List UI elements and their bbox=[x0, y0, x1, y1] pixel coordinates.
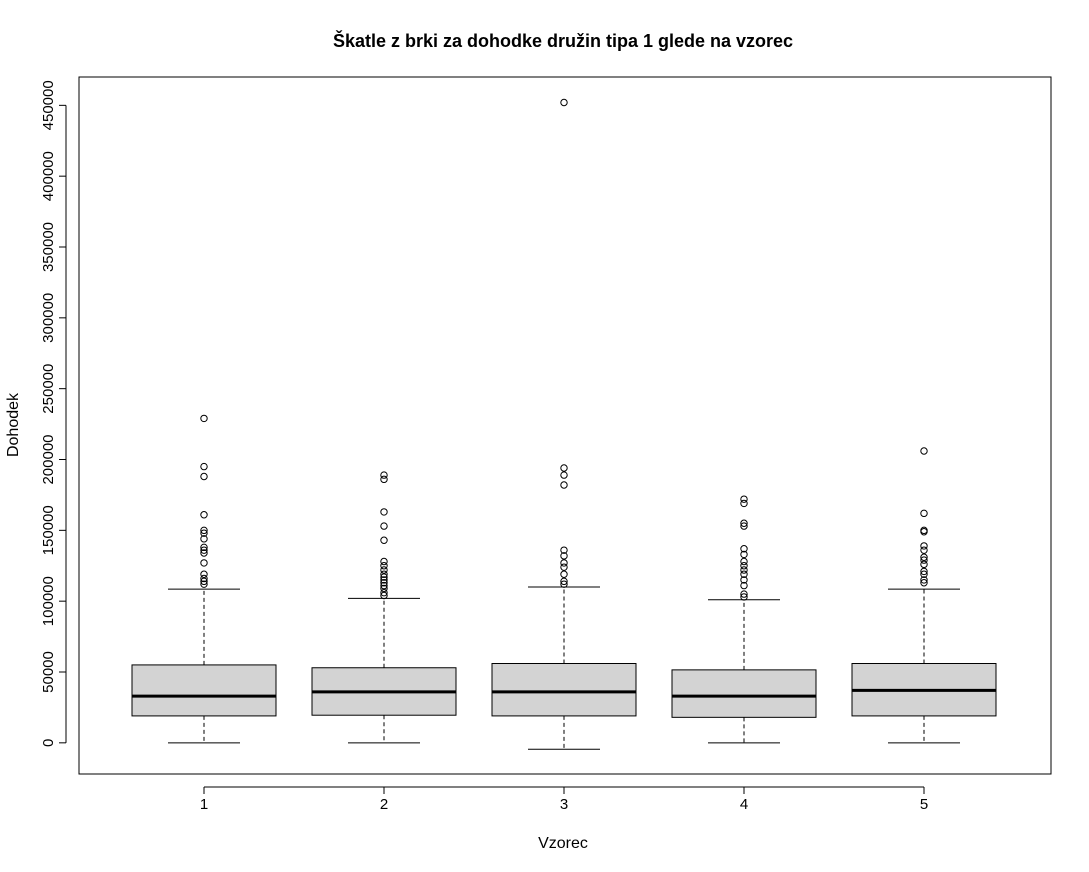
box-group-4 bbox=[671, 495, 817, 744]
outlier-point bbox=[920, 447, 928, 455]
outlier-point bbox=[740, 562, 748, 570]
outlier-point bbox=[380, 588, 388, 597]
x-tick-label: 4 bbox=[740, 796, 748, 813]
outlier-point bbox=[380, 471, 388, 479]
outlier-point bbox=[920, 528, 928, 536]
outlier-point bbox=[740, 570, 748, 578]
outlier-point bbox=[560, 546, 568, 554]
outlier-point bbox=[200, 549, 208, 557]
outlier-point bbox=[380, 475, 388, 484]
outlier-point bbox=[740, 519, 748, 527]
outlier-point bbox=[740, 550, 748, 559]
y-tick-label: 350000 bbox=[40, 222, 57, 272]
box-group-5 bbox=[851, 447, 997, 744]
outlier-point bbox=[560, 552, 568, 560]
x-tick-label: 2 bbox=[380, 796, 388, 813]
outlier-point bbox=[200, 546, 208, 554]
outlier-point bbox=[380, 522, 388, 530]
outlier-point bbox=[380, 566, 388, 574]
outlier-point bbox=[380, 584, 388, 593]
x-tick-label: 3 bbox=[560, 796, 568, 813]
outlier-point bbox=[560, 580, 568, 588]
x-axis-label: Vzorec bbox=[538, 835, 588, 852]
outlier-point bbox=[740, 522, 748, 530]
outlier-point bbox=[200, 526, 208, 535]
boxes-group bbox=[131, 98, 997, 750]
y-tick-label: 450000 bbox=[40, 80, 57, 130]
y-tick-label: 100000 bbox=[40, 576, 57, 626]
outlier-point bbox=[740, 576, 748, 584]
outlier-point bbox=[380, 579, 388, 587]
outlier-point bbox=[560, 577, 568, 586]
outlier-point bbox=[740, 557, 748, 566]
outlier-point bbox=[560, 570, 568, 578]
outlier-point bbox=[920, 570, 928, 578]
outlier-point bbox=[920, 560, 928, 569]
outlier-point bbox=[740, 593, 748, 601]
y-tick-label: 150000 bbox=[40, 505, 57, 555]
outlier-point bbox=[560, 481, 568, 489]
outlier-point bbox=[740, 495, 748, 503]
outlier-point bbox=[200, 511, 208, 519]
outlier-point bbox=[560, 559, 568, 567]
iqr-box bbox=[491, 663, 637, 717]
outlier-point bbox=[200, 559, 208, 567]
outlier-point bbox=[920, 542, 928, 550]
outlier-point bbox=[380, 570, 388, 578]
outlier-point bbox=[380, 581, 388, 590]
box-group-3 bbox=[491, 98, 637, 750]
outlier-point bbox=[380, 536, 388, 544]
y-tick-label: 50000 bbox=[40, 651, 57, 693]
outlier-point bbox=[200, 535, 208, 543]
box-group-2 bbox=[311, 471, 457, 744]
outlier-point bbox=[920, 546, 928, 554]
outlier-point bbox=[740, 566, 748, 574]
outlier-point bbox=[380, 562, 388, 570]
outlier-point bbox=[200, 529, 208, 537]
outlier-point bbox=[740, 590, 748, 598]
outlier-point bbox=[920, 553, 928, 561]
y-tick-label: 400000 bbox=[40, 151, 57, 201]
x-tick-label: 5 bbox=[920, 796, 928, 813]
box-group-1 bbox=[131, 414, 277, 744]
y-tick-label: 0 bbox=[40, 739, 57, 747]
outlier-point bbox=[200, 543, 208, 552]
outlier-point bbox=[740, 545, 748, 553]
y-axis: 0 50000 100000 150000 200000 250000 300000 3500… bbox=[40, 80, 67, 747]
outlier-point bbox=[560, 464, 568, 472]
x-tick-label: 1 bbox=[200, 796, 208, 813]
outlier-point bbox=[200, 472, 208, 481]
outlier-point bbox=[200, 462, 208, 471]
outlier-point bbox=[920, 556, 928, 564]
chart-title: Škatle z brki za dohodke družin tipa 1 g… bbox=[333, 30, 793, 51]
outlier-point bbox=[560, 563, 568, 571]
outlier-point bbox=[380, 591, 388, 600]
iqr-box bbox=[671, 669, 817, 718]
outlier-point bbox=[740, 499, 748, 508]
plot-area-frame bbox=[78, 76, 1052, 775]
y-tick-label: 300000 bbox=[40, 293, 57, 343]
outlier-point bbox=[200, 577, 208, 586]
outlier-point bbox=[380, 508, 388, 516]
iqr-box bbox=[131, 664, 277, 717]
outlier-point bbox=[200, 580, 208, 588]
outlier-point bbox=[920, 567, 928, 576]
outlier-point bbox=[920, 576, 928, 584]
outlier-point bbox=[740, 581, 748, 590]
outlier-point bbox=[380, 573, 388, 581]
outlier-point bbox=[920, 509, 928, 518]
outlier-point bbox=[200, 570, 208, 578]
outlier-point bbox=[380, 557, 388, 566]
outlier-point bbox=[380, 576, 388, 584]
y-tick-label: 200000 bbox=[40, 434, 57, 484]
outlier-point bbox=[920, 579, 928, 587]
outlier-point bbox=[560, 471, 568, 479]
outlier-point bbox=[560, 98, 568, 107]
outlier-point bbox=[200, 574, 208, 583]
y-axis-label: Dohodek bbox=[5, 392, 22, 457]
y-tick-label: 250000 bbox=[40, 364, 57, 414]
outlier-point bbox=[200, 414, 208, 423]
x-axis: 1 2 3 4 5 bbox=[200, 786, 928, 813]
